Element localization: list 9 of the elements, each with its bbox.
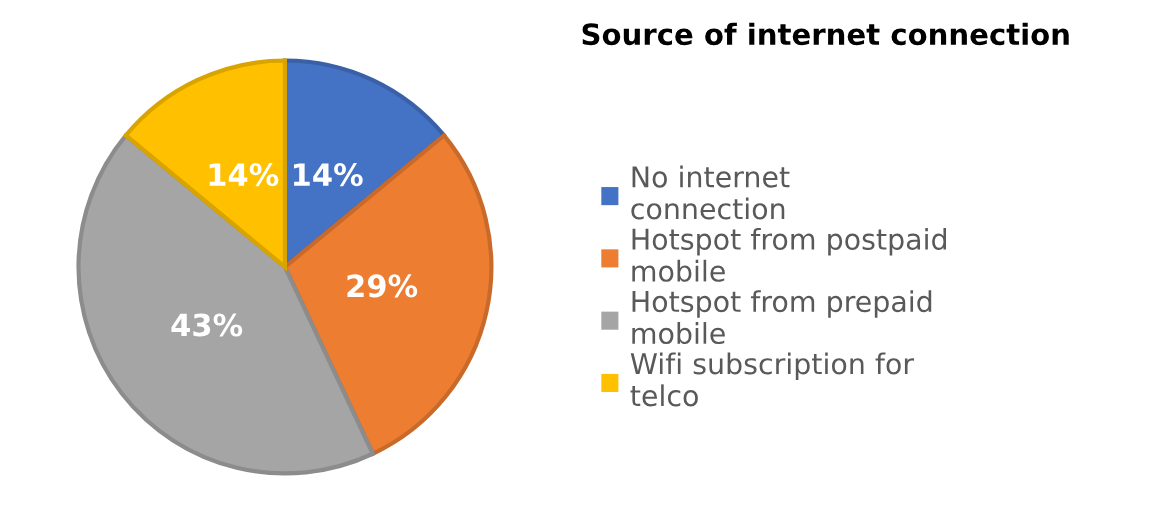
- data-label: 14%: [294, 163, 363, 187]
- legend-label: Hotspot from postpaid mobile: [632, 227, 947, 282]
- legend-label: No internet connection: [631, 165, 790, 220]
- data-label: 29%: [347, 274, 418, 298]
- data-label: 43%: [171, 313, 243, 337]
- legend-label: Hotspot from prepaid mobile: [632, 290, 932, 345]
- data-label: 14%: [209, 163, 279, 187]
- chart-title: Source of internet connection: [582, 22, 1069, 46]
- legend-label: Wifi subscription for telco: [630, 352, 915, 407]
